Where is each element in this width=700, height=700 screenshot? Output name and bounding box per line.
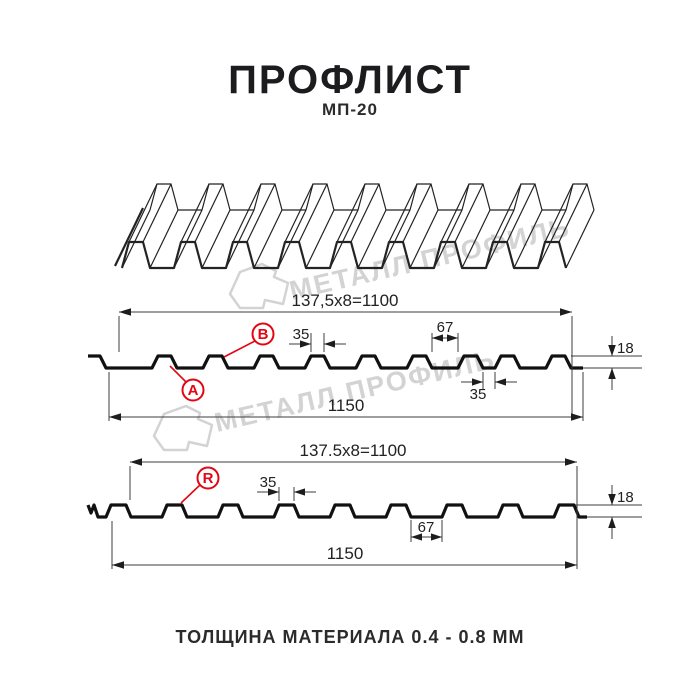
- section2-valley-dim: 67: [418, 519, 435, 536]
- cross-section-2: 137.5x8=1100 1150 35 67: [86, 441, 642, 569]
- section2-overall-width-dim: 1150: [327, 544, 364, 563]
- label-a-letter: A: [188, 382, 199, 399]
- cross-section-1: 137,5x8=1100 1150 35 67: [88, 291, 642, 421]
- section2-rib-top-dim: 35: [260, 474, 277, 491]
- page-title: ПРОФЛИСТ: [228, 58, 472, 102]
- watermark-brand-text-2: МЕТАЛЛ ПРОФИЛЬ: [212, 344, 499, 438]
- label-r-letter: R: [203, 470, 214, 487]
- section1-profile-line: [88, 354, 583, 370]
- label-b-letter: B: [258, 326, 269, 343]
- label-r-circle: [196, 466, 220, 490]
- section2-profile-line: [86, 503, 587, 519]
- section1-working-width-dim: 137,5x8=1100: [292, 291, 399, 310]
- section1-valley-dim: 67: [437, 319, 454, 336]
- watermark-logo-1: [228, 262, 290, 310]
- section1-overlap-dim: 35: [470, 386, 487, 403]
- watermark-logo-2: [152, 404, 214, 452]
- section2-working-width-dim: 137.5x8=1100: [300, 441, 407, 460]
- label-b-circle: [251, 322, 275, 346]
- section1-overall-width-dim: 1150: [328, 396, 365, 415]
- section1-rib-top-dim: 35: [293, 326, 310, 343]
- label-a-circle: [181, 378, 205, 402]
- section1-height-dim: 18: [617, 340, 634, 357]
- profile-model-code: МП-20: [322, 100, 378, 119]
- section2-height-dim: 18: [617, 489, 634, 506]
- material-thickness-note: ТОЛЩИНА МАТЕРИАЛА 0.4 - 0.8 ММ: [175, 627, 525, 647]
- profile-3d-view: [114, 183, 595, 270]
